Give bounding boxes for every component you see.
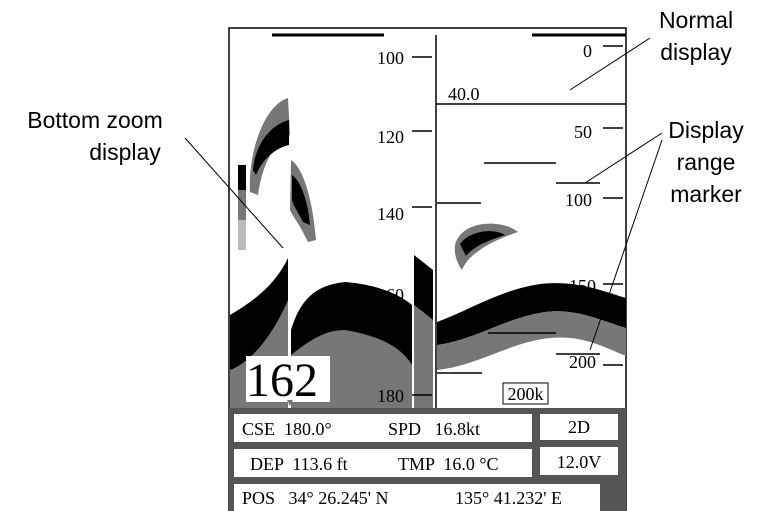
- color-bar: [238, 220, 246, 250]
- color-bar: [238, 165, 246, 190]
- callout-text: Bottom zoom: [27, 107, 163, 133]
- bottom-echo: [414, 305, 433, 408]
- callout-text: display: [660, 39, 732, 65]
- scale-label: 200: [569, 352, 596, 372]
- info-tmp: TMP 16.0 °C: [398, 454, 499, 474]
- info-spd: SPD 16.8kt: [388, 419, 480, 439]
- depth-readout: 162: [246, 354, 318, 407]
- callout-text: Display: [668, 117, 744, 143]
- scale-label: 120: [377, 127, 404, 147]
- scale-label: 50: [574, 122, 592, 142]
- info-mode: 2D: [568, 417, 590, 437]
- scale-label: 100: [565, 190, 592, 210]
- info-voltage: 12.0V: [557, 452, 602, 472]
- scale-label: 0: [583, 41, 592, 61]
- callout-text: display: [89, 139, 161, 165]
- diagram: 100 120 140 160 180 0 50 100 150 200 40.…: [0, 0, 760, 511]
- info-cse: CSE 180.0°: [242, 419, 332, 439]
- info-pos-lat: POS 34° 26.245' N: [242, 488, 388, 508]
- scale-label: 160: [377, 285, 404, 305]
- scale-label: 180: [377, 386, 404, 406]
- frequency: 200k: [508, 384, 544, 404]
- scale-label: 140: [377, 204, 404, 224]
- callout-text: range: [677, 149, 736, 175]
- scale-label: 100: [377, 48, 404, 68]
- callout-text: marker: [670, 181, 742, 207]
- callout-text: Normal: [659, 7, 733, 33]
- scale-label: 150: [569, 276, 596, 296]
- info-pos-lon: 135° 41.232' E: [455, 488, 562, 508]
- range-marker-value: 40.0: [448, 84, 480, 104]
- info-dep: DEP 113.6 ft: [250, 454, 348, 474]
